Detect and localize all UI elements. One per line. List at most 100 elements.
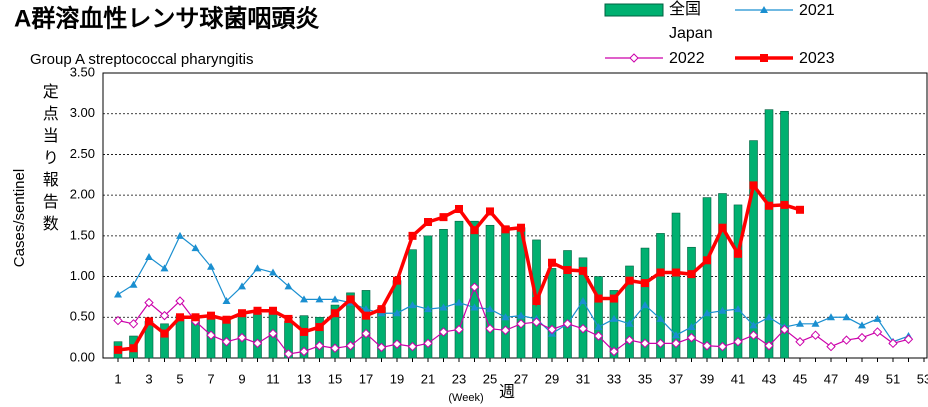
marker <box>407 341 418 352</box>
bar <box>299 315 309 359</box>
marker <box>145 317 153 326</box>
marker <box>795 337 805 347</box>
marker <box>531 317 542 327</box>
marker <box>888 338 898 349</box>
marker <box>857 332 867 343</box>
marker <box>160 264 169 272</box>
marker <box>629 53 639 63</box>
bar <box>718 193 727 359</box>
marker <box>579 297 587 304</box>
marker <box>114 290 122 298</box>
legend-swatch <box>604 3 664 17</box>
marker <box>672 331 680 339</box>
marker <box>268 328 278 339</box>
marker <box>439 303 448 311</box>
marker <box>424 218 432 227</box>
bar <box>609 290 619 359</box>
marker <box>841 335 852 345</box>
marker <box>517 311 525 319</box>
marker <box>284 314 293 323</box>
x-tick-label: 13 <box>297 371 311 386</box>
bar <box>361 290 371 359</box>
marker <box>284 282 293 290</box>
x-tick-label: 51 <box>886 371 900 386</box>
marker <box>548 258 556 267</box>
marker <box>532 297 541 305</box>
marker <box>748 330 759 340</box>
marker <box>858 321 866 329</box>
marker <box>796 205 804 214</box>
bar <box>780 110 789 359</box>
x-tick-label: 27 <box>514 371 528 386</box>
marker <box>176 231 184 239</box>
marker <box>734 249 742 258</box>
x-tick-label: 1 <box>114 371 121 386</box>
bar <box>764 109 774 359</box>
x-tick-label: 5 <box>176 371 183 386</box>
bar <box>625 265 634 359</box>
marker <box>221 337 232 347</box>
bar <box>330 304 340 359</box>
marker <box>903 334 914 344</box>
marker <box>438 327 449 337</box>
marker <box>718 223 727 232</box>
marker <box>760 54 768 62</box>
marker <box>408 231 417 240</box>
marker <box>331 295 339 303</box>
marker <box>315 295 324 303</box>
bar <box>733 204 743 359</box>
x-tick-label: 3 <box>145 371 152 386</box>
marker <box>191 313 200 322</box>
marker <box>547 324 557 335</box>
x-tick-label: 25 <box>483 371 497 386</box>
marker <box>516 319 526 329</box>
marker <box>810 330 821 340</box>
bar <box>671 212 681 359</box>
marker <box>671 338 681 349</box>
marker <box>470 226 479 235</box>
marker <box>594 294 603 303</box>
marker <box>160 329 169 338</box>
bar <box>687 246 696 359</box>
marker <box>129 280 138 288</box>
marker <box>486 207 494 216</box>
marker <box>760 6 768 13</box>
x-tick-label: 47 <box>824 371 838 386</box>
marker <box>610 314 618 322</box>
marker <box>703 256 711 265</box>
marker <box>346 295 355 304</box>
marker <box>764 341 774 351</box>
marker <box>191 244 200 252</box>
marker <box>749 321 758 329</box>
x-tick-label: 15 <box>328 371 342 386</box>
marker <box>517 223 525 232</box>
y-tick-label: 1.00 <box>70 268 95 283</box>
y-tick-label: 0.00 <box>70 349 95 364</box>
marker <box>253 264 262 272</box>
marker <box>686 332 697 343</box>
marker <box>222 315 231 324</box>
plot-area <box>102 72 928 359</box>
marker <box>641 301 649 309</box>
bar <box>454 220 464 359</box>
x-tick-label: 17 <box>359 371 373 386</box>
marker <box>114 345 122 354</box>
marker <box>609 346 619 357</box>
x-tick-label: 37 <box>669 371 683 386</box>
marker <box>206 330 216 340</box>
marker <box>144 297 154 308</box>
bar <box>253 312 262 359</box>
marker <box>779 324 790 335</box>
marker <box>377 305 386 314</box>
bar <box>485 224 495 359</box>
bar <box>563 250 572 359</box>
x-tick-label: 53 <box>917 371 928 386</box>
marker <box>361 328 371 339</box>
bar <box>160 323 169 359</box>
marker <box>656 314 665 322</box>
y-tick-label: 3.50 <box>70 64 95 79</box>
marker <box>485 323 495 334</box>
marker <box>159 310 170 321</box>
marker <box>345 341 356 351</box>
y-tick-label: 3.00 <box>70 105 95 120</box>
